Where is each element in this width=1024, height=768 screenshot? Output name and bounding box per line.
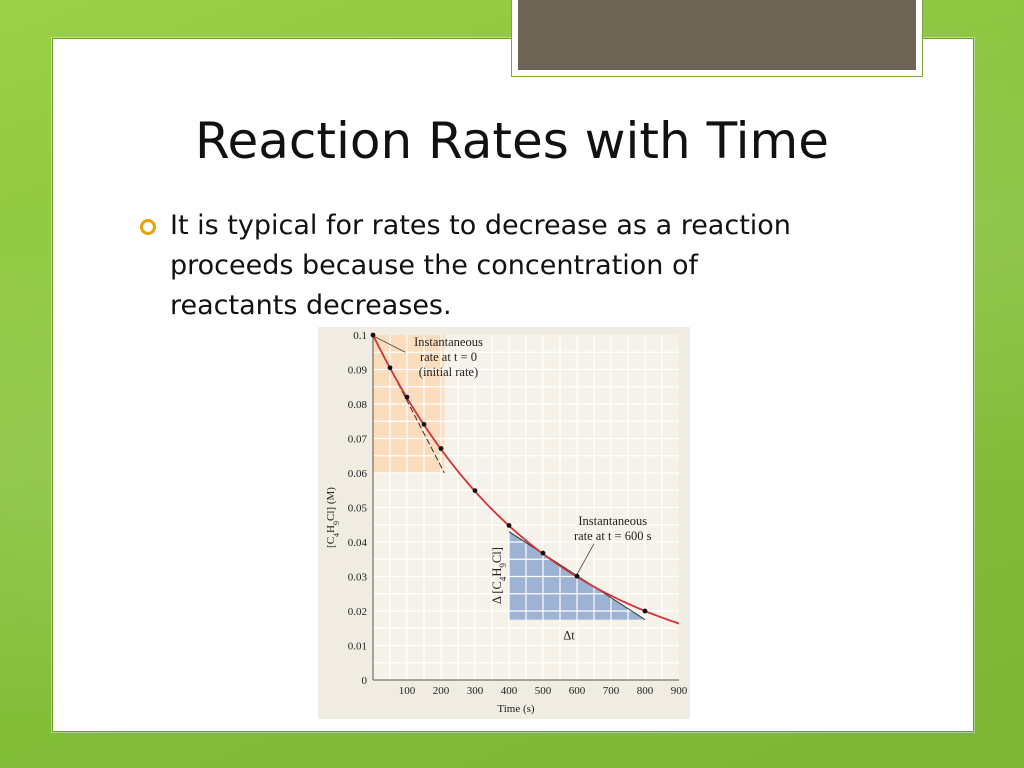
y-tick-label: 0.04 xyxy=(348,537,368,549)
y-axis-title: [C4H9Cl] (M) xyxy=(325,487,341,548)
initial-rate-label: (initial rate) xyxy=(419,365,478,379)
y-tick-label: 0.01 xyxy=(348,641,367,653)
x-tick-label: 400 xyxy=(501,685,518,697)
data-point xyxy=(574,573,580,579)
data-point xyxy=(540,550,546,556)
data-point xyxy=(404,394,410,400)
delta-concentration-label-part: Cl] xyxy=(490,547,504,563)
x-tick-label: 900 xyxy=(671,685,688,697)
initial-tangent-line xyxy=(372,334,445,474)
x-tick-label: 100 xyxy=(399,685,416,697)
rate-600-leader xyxy=(576,543,595,575)
y-axis-title-part: Cl] (M) xyxy=(325,487,337,521)
y-tick-label: 0.05 xyxy=(348,503,368,515)
header-decoration xyxy=(511,0,923,77)
bullet-text: It is typical for rates to decrease as a… xyxy=(170,210,791,321)
chart-svg: 100 200 300 400 500 600 700 800 900 0 0.01 0.02 0.03… xyxy=(325,330,688,715)
y-tick-label: 0.07 xyxy=(348,434,368,446)
rate-600-label: Instantaneous xyxy=(578,514,647,528)
delta-concentration-label-part: Δ [C xyxy=(490,581,504,604)
y-tick-label: 0.06 xyxy=(348,468,368,480)
data-point xyxy=(421,421,427,427)
x-tick-label: 500 xyxy=(535,685,552,697)
delta-concentration-label-part: 4 xyxy=(498,576,508,581)
data-point xyxy=(387,365,393,371)
y-axis-title-part: H xyxy=(325,525,337,533)
x-axis-title: Time (s) xyxy=(497,703,535,715)
y-axis-title-part: [C xyxy=(325,537,337,548)
x-tick-label: 700 xyxy=(603,685,620,697)
data-point xyxy=(438,446,444,451)
data-point xyxy=(642,608,648,614)
y-tick-label: 0.02 xyxy=(348,606,367,618)
data-point xyxy=(472,488,478,493)
initial-rate-leader xyxy=(374,336,406,353)
delta-concentration-label-part: 9 xyxy=(498,563,508,568)
bullet-circle-icon xyxy=(140,219,156,235)
x-tick-label: 200 xyxy=(433,685,450,697)
y-tick-label: 0.1 xyxy=(353,330,367,342)
data-point xyxy=(370,332,376,338)
x-tick-label: 600 xyxy=(569,685,586,697)
y-tick-label: 0 xyxy=(362,675,368,687)
concentration-time-chart: 100 200 300 400 500 600 700 800 900 0 0.01 0.02 0.03… xyxy=(318,327,690,719)
slide-title: Reaction Rates with Time xyxy=(195,112,829,170)
delta-concentration-label-part: H xyxy=(490,568,504,577)
y-axis-title-part: 4 xyxy=(332,533,341,537)
y-tick-label: 0.09 xyxy=(348,365,368,377)
header-decoration-fill xyxy=(518,0,916,70)
y-axis-title-part: 9 xyxy=(332,521,341,525)
delta-time-label: Δt xyxy=(563,629,575,643)
initial-rate-label: rate at t = 0 xyxy=(420,350,477,364)
initial-rate-label: Instantaneous xyxy=(414,335,483,349)
x-tick-label: 300 xyxy=(467,685,484,697)
rate-600-label: rate at t = 600 s xyxy=(574,529,652,543)
x-tick-label: 800 xyxy=(637,685,654,697)
data-point xyxy=(506,523,512,528)
y-tick-label: 0.03 xyxy=(348,572,368,584)
y-tick-label: 0.08 xyxy=(348,399,368,411)
delta-concentration-label: Δ [C4H9Cl] xyxy=(490,547,508,604)
